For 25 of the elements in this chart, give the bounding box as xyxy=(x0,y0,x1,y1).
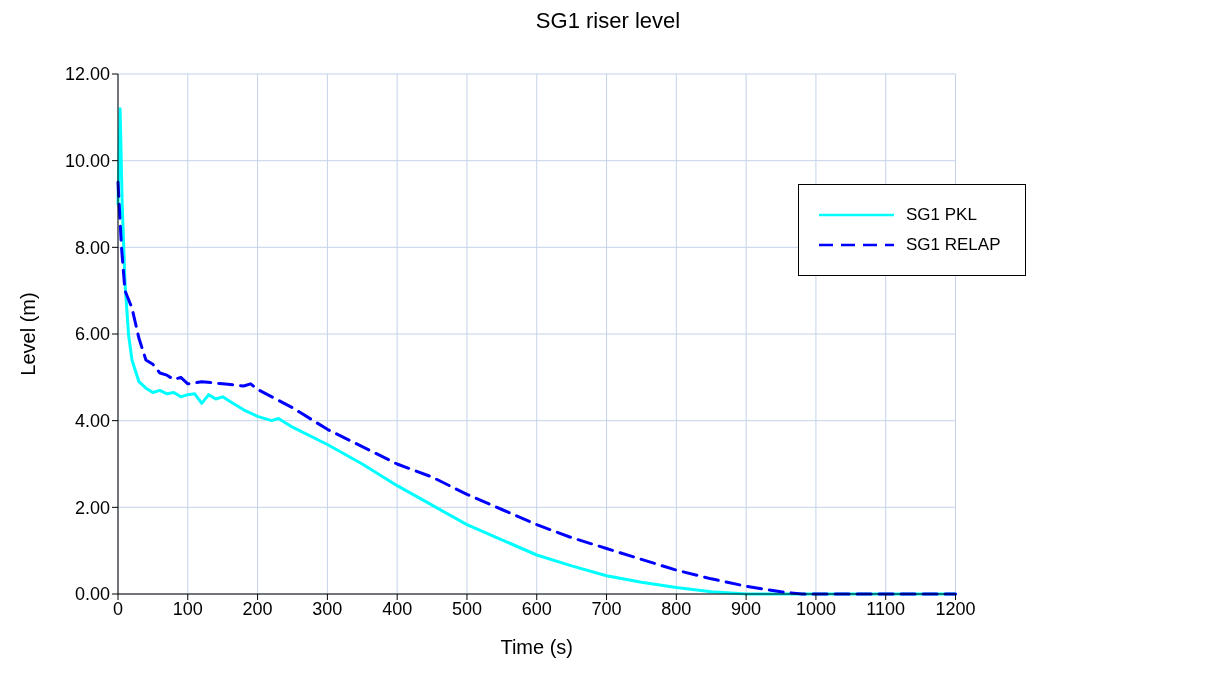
x-tick-label: 800 xyxy=(661,598,692,619)
x-tick-label: 300 xyxy=(312,598,343,619)
x-tick-label: 900 xyxy=(731,598,762,619)
y-tick-label: 6.00 xyxy=(74,324,110,345)
x-tick-label: 0 xyxy=(112,598,124,619)
x-axis-title: Time (s) xyxy=(500,636,574,658)
x-tick-label: 400 xyxy=(382,598,413,619)
y-tick-label: 10.00 xyxy=(64,151,110,172)
x-tick-label: 1100 xyxy=(866,598,906,619)
x-tick-label: 600 xyxy=(521,598,552,619)
legend-label: SG1 RELAP xyxy=(906,235,1001,255)
x-tick-label: 1000 xyxy=(795,598,836,619)
x-tick-label: 500 xyxy=(451,598,482,619)
y-tick-label: 12.00 xyxy=(64,64,110,85)
x-tick-label: 200 xyxy=(242,598,273,619)
y-axis-title: Level (m) xyxy=(17,292,40,376)
chart-title: SG1 riser level xyxy=(534,8,682,34)
y-tick-label: 2.00 xyxy=(74,497,110,518)
x-tick-label: 1200 xyxy=(935,598,976,619)
y-tick-label: 4.00 xyxy=(74,411,110,432)
y-tick-label: 8.00 xyxy=(74,237,110,258)
legend-label: SG1 PKL xyxy=(906,205,977,225)
x-tick-label: 100 xyxy=(172,598,203,619)
x-tick-label: 700 xyxy=(591,598,622,619)
y-tick-label: 0.00 xyxy=(74,584,110,605)
